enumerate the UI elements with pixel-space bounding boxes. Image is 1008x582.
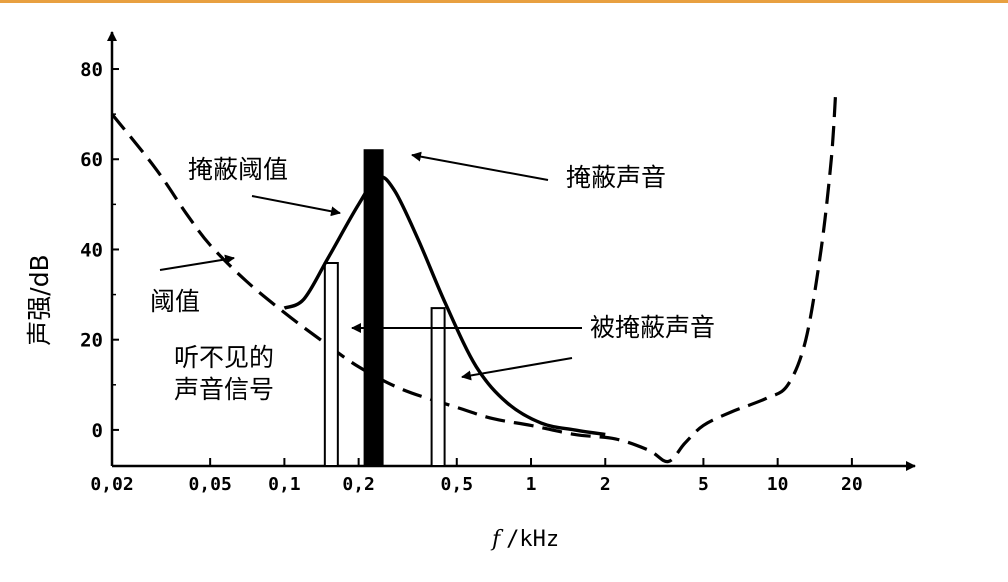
- bars-layer: [283, 149, 606, 467]
- x-axis-label-unit: /kHz: [506, 527, 559, 552]
- hearing-threshold-curve: [110, 91, 838, 464]
- y-ticks: 0 20 40 60 80: [80, 59, 119, 442]
- masking-threshold-label: 掩蔽阈值: [188, 155, 288, 184]
- inaudible-label-line1: 听不见的: [174, 343, 274, 372]
- x-tick-label: 0,2: [342, 474, 375, 495]
- masking-sound-label: 掩蔽声音: [566, 163, 666, 192]
- masking-sound-bar: [363, 149, 384, 467]
- x-tick-label: 0,05: [188, 474, 231, 495]
- y-tick-label: 20: [80, 330, 103, 352]
- inaudible-label-line2: 声音信号: [174, 375, 274, 404]
- y-tick-label: 60: [80, 149, 103, 171]
- x-ticks: 0,02 0,05 0,1 0,2 0,5 1 2 5 10 20: [90, 458, 863, 495]
- y-tick-label: 40: [80, 239, 103, 261]
- x-tick-label: 0,5: [441, 474, 474, 495]
- masked-sound-label: 被掩蔽声音: [590, 313, 715, 342]
- masking-sound-arrow: [411, 151, 549, 181]
- x-tick-label: 10: [767, 474, 789, 495]
- x-tick-label: 2: [600, 474, 611, 495]
- y-axis-label: 声强/dB: [25, 254, 54, 345]
- threshold-arrow: [159, 254, 235, 271]
- x-axis-label: f/kHz: [490, 527, 559, 552]
- masking-threshold-arrow: [251, 195, 341, 217]
- top-rule: [0, 0, 1008, 3]
- series-layer: [110, 91, 838, 464]
- threshold-label: 阈值: [150, 287, 200, 316]
- x-tick-label: 1: [526, 474, 537, 495]
- x-tick-label: 0,02: [90, 474, 133, 495]
- y-tick-label: 80: [80, 59, 103, 81]
- x-tick-label: 20: [841, 474, 863, 495]
- y-tick-label: 0: [92, 420, 103, 442]
- x-tick-label: 5: [698, 474, 709, 495]
- masked-sound-bar: [323, 262, 339, 467]
- masking-threshold-curve: [283, 175, 606, 437]
- x-axis-label-var: f: [490, 527, 504, 552]
- masked-sound-arrow-right: [461, 357, 573, 381]
- x-tick-label: 0,1: [268, 474, 301, 495]
- masked-sound-bar: [430, 307, 446, 467]
